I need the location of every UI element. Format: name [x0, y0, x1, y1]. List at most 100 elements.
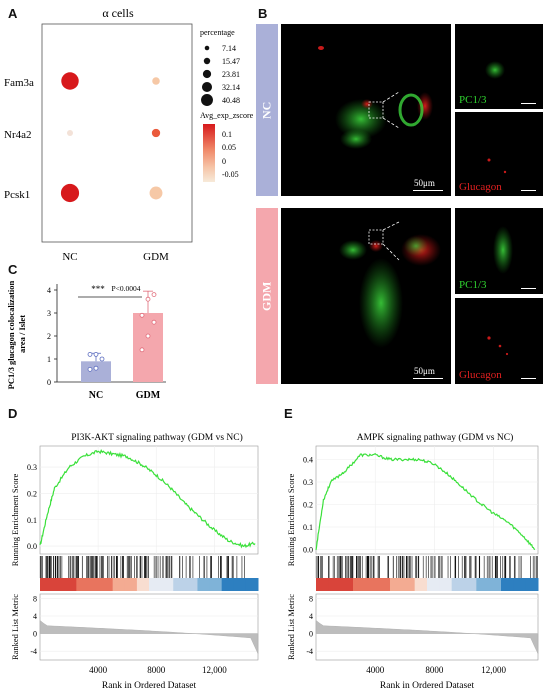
- rank-color-segment: [52, 578, 65, 591]
- y-tick-label: 2: [47, 332, 51, 341]
- panel-a-dotplot: α cells Fam3a Nr4a2 Pcsk1 NC GDM percent…: [4, 6, 254, 263]
- size-legend-dot: [201, 81, 213, 93]
- nc-merged-image: 50μm: [281, 24, 451, 196]
- x-tick-label: 8000: [147, 665, 166, 675]
- rank-color-segment: [233, 578, 247, 591]
- y-tick-label: 3: [47, 309, 51, 318]
- rank-color-segment: [136, 578, 150, 591]
- panel-c-ylabel: PC1/3 glucagon colocalization area / Isl…: [6, 279, 27, 390]
- gene-label-fam3a: Fam3a: [4, 77, 34, 89]
- data-point: [93, 352, 99, 357]
- color-tick-0: 0.1: [222, 130, 232, 139]
- gdm-glucagon-label: Glucagon: [459, 369, 502, 381]
- gdm-scale-text: 50μm: [414, 366, 435, 376]
- data-point: [145, 333, 151, 339]
- nc-pc13-scale: [521, 103, 536, 104]
- gene-label-nr4a2: Nr4a2: [4, 129, 32, 141]
- size-legend-dot: [204, 45, 210, 51]
- es-tick-label: 0.3: [303, 478, 313, 487]
- gdm-glucagon-content: [487, 336, 509, 356]
- group-bar-gdm-label: GDM: [259, 281, 274, 311]
- x-tick-label: 12,000: [481, 665, 506, 675]
- size-legend-label: 7.14: [222, 44, 236, 53]
- panel-e-gsea: AMPK signaling pathway (GDM vs NC) 0.4 0.3…: [286, 432, 539, 691]
- gdm-glucagon-image: Glucagon: [455, 298, 543, 384]
- y-tick-label: 0: [47, 378, 51, 387]
- rank-color-segment: [197, 578, 211, 591]
- data-point: [139, 347, 145, 353]
- data-point: [93, 365, 99, 371]
- data-point: [151, 319, 157, 325]
- panel-c-bars: [81, 290, 163, 382]
- gdm-merged-content: [339, 221, 441, 348]
- rank-color-segment: [488, 578, 502, 591]
- panel-label-c: C: [8, 262, 18, 277]
- rank-color-segment: [439, 578, 453, 591]
- color-legend-bar: [203, 124, 215, 182]
- nc-pc13-label: PC1/3: [459, 94, 487, 106]
- rank-color-segment: [513, 578, 527, 591]
- size-legend-dot: [203, 57, 211, 65]
- gdm-glucagon-scale: [521, 378, 536, 379]
- rank-color-segment: [316, 578, 329, 591]
- rank-color-segment: [185, 578, 198, 591]
- es-tick-label: 0.2: [303, 501, 313, 510]
- rank-color-segment: [377, 578, 391, 591]
- gsea-title: AMPK signaling pathway (GDM vs NC): [357, 432, 513, 443]
- rank-color-segment: [464, 578, 477, 591]
- ranked-metric-area: [315, 619, 539, 654]
- panel-c-ticks: 0 1 2 3 4: [47, 286, 57, 387]
- rank-color-segment: [451, 578, 465, 591]
- metric-tick-label: 4: [33, 612, 37, 621]
- legend-size-title: percentage: [200, 28, 235, 37]
- rank-color-segment: [76, 578, 89, 591]
- gsea-xlabel: Rank in Ordered Dataset: [102, 681, 197, 691]
- es-tick-label: 0.4: [303, 456, 313, 465]
- metric-ylabel: Ranked List Metric: [286, 594, 296, 660]
- metric-tick-label: 0: [309, 630, 313, 639]
- rank-color-segment: [353, 578, 366, 591]
- gdm-pc13-scale: [521, 288, 536, 289]
- es-tick-label: 0.2: [27, 489, 37, 498]
- panel-a-title: α cells: [102, 6, 134, 20]
- dot-pcsk1-gdm: [149, 186, 163, 200]
- es-tick-label: 0.0: [27, 542, 37, 551]
- rank-color-segment: [149, 578, 162, 591]
- rank-color-segment: [173, 578, 186, 591]
- data-point: [145, 296, 151, 302]
- rank-color-segment: [402, 578, 416, 591]
- dot-fam3a-nc: [61, 72, 79, 90]
- data-point: [139, 312, 145, 318]
- ranked-metric-area: [39, 619, 259, 654]
- panel-c-barchart: PC1/3 glucagon colocalization area / Isl…: [6, 279, 166, 401]
- x-tick-label: 12,000: [202, 665, 227, 675]
- metric-tick-label: 8: [309, 594, 313, 603]
- panel-c-ylabel-line2: area / Islet: [17, 315, 27, 353]
- group-bar-nc: NC: [256, 24, 278, 196]
- rank-color-segment: [328, 578, 342, 591]
- es-tick-label: 0.0: [303, 546, 313, 555]
- significance-stars: ***: [91, 284, 105, 294]
- group-label-nc: NC: [62, 251, 77, 263]
- size-legend-label: 32.14: [222, 83, 240, 92]
- es-ylabel: Running Enrichment Score: [286, 474, 296, 567]
- p-value: P<0.0004: [111, 284, 140, 293]
- gdm-pc13-label: PC1/3: [459, 279, 487, 291]
- bar-nc: [81, 361, 111, 382]
- panel-label-e: E: [284, 406, 293, 421]
- gdm-pc13-image: PC1/3: [455, 208, 543, 294]
- enrichment-curve: [315, 452, 536, 551]
- data-point: [87, 366, 93, 372]
- rank-color-segment: [365, 578, 379, 591]
- panel-label-d: D: [8, 406, 18, 421]
- size-legend-dot: [201, 94, 213, 106]
- nc-glucagon-image: Glucagon: [455, 112, 543, 196]
- group-label-gdm: GDM: [143, 251, 169, 263]
- nc-glucagon-scale: [521, 190, 536, 191]
- y-tick-label: 1: [47, 355, 51, 364]
- rank-color-segment: [221, 578, 235, 591]
- rank-color-segment: [64, 578, 77, 591]
- legend-color-title: Avg_exp_zscore: [200, 111, 254, 120]
- panel-d-gsea: PI3K-AKT signaling pathway (GDM vs NC) 0.…: [10, 432, 259, 691]
- rank-color-segment: [340, 578, 354, 591]
